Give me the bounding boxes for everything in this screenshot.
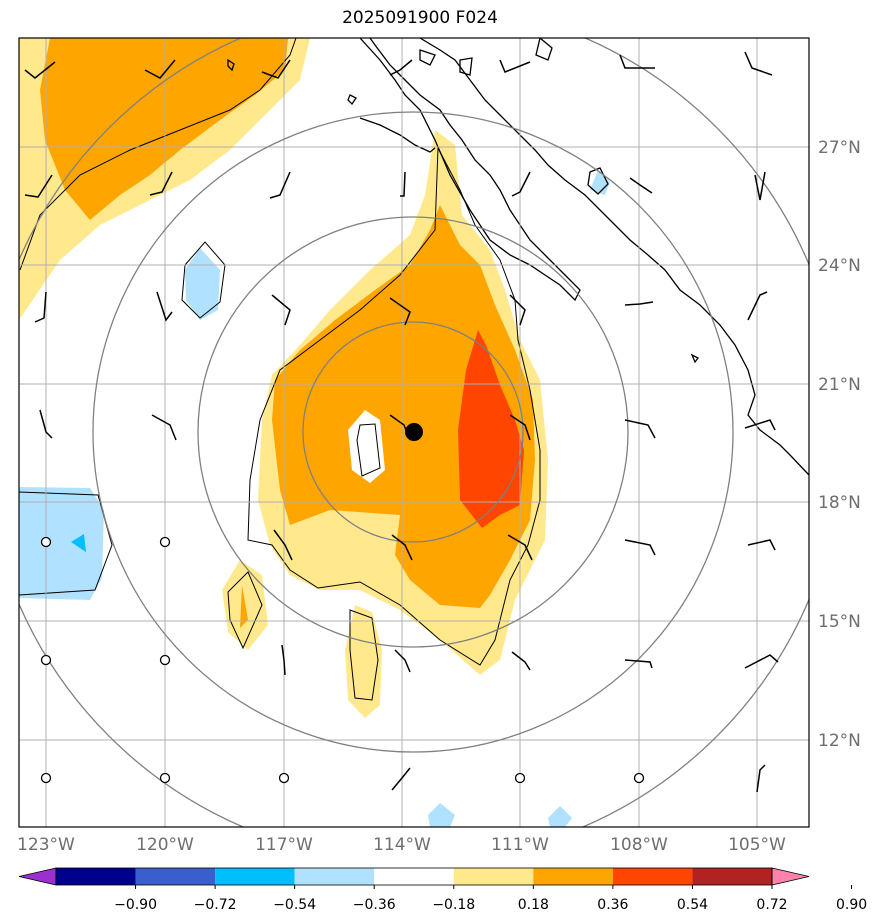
- colorbar-tick-label: 0.18: [518, 897, 549, 913]
- anomaly-fill-orange-south-1: [240, 585, 248, 628]
- colorbar-bin: [612, 868, 693, 885]
- colorbar-bin: [215, 868, 295, 885]
- colorbar-tick-label: −0.18: [432, 897, 475, 913]
- anomaly-fill-blue-s2: [548, 806, 572, 827]
- anomaly-fill-blue-s1: [428, 803, 455, 827]
- lon-label: 117°W: [255, 835, 313, 855]
- colorbar-bin: [56, 868, 136, 885]
- lon-label: 108°W: [610, 835, 668, 855]
- lon-label: 111°W: [491, 835, 549, 855]
- colorbar-tick-label: −0.36: [353, 897, 396, 913]
- coastline: [227, 38, 809, 476]
- colorbar-tick-label: 0.54: [677, 897, 708, 913]
- calm-wind-circles: [40, 536, 645, 784]
- lon-label: 123°W: [17, 835, 75, 855]
- lat-label: 15°N: [818, 612, 861, 632]
- colorbar-tick-label: 0.90: [836, 897, 867, 913]
- lon-label: 114°W: [373, 835, 431, 855]
- longitude-labels: 123°W 120°W 117°W 114°W 111°W 108°W 105°…: [17, 835, 786, 855]
- map-frame: [18, 37, 810, 828]
- anomaly-fill-blue-nw: [185, 248, 220, 320]
- wind-barbs: [24, 51, 779, 793]
- lon-label: 120°W: [136, 835, 194, 855]
- storm-center-marker: [405, 423, 423, 441]
- lat-label: 21°N: [818, 375, 861, 395]
- range-rings: [19, 38, 809, 827]
- map-title: 2025091900 F024: [342, 8, 498, 28]
- colorbar-tick-label: −0.90: [114, 897, 157, 913]
- anomaly-fill-blue-w: [19, 487, 104, 600]
- colorbar-bin: [533, 868, 613, 885]
- lon-label: 105°W: [728, 835, 786, 855]
- colorbar-bin: [692, 868, 772, 885]
- anomaly-fill-red-core: [458, 330, 524, 528]
- lat-label: 24°N: [818, 256, 861, 276]
- lat-label: 12°N: [818, 731, 861, 751]
- colorbar-extend-max: [771, 867, 810, 886]
- colorbar-bin: [135, 868, 216, 885]
- anomaly-fill-yellow-south-2: [345, 605, 382, 718]
- colorbar-bin: [374, 868, 454, 885]
- lat-label: 27°N: [818, 138, 861, 158]
- colorbar-extend-min: [18, 867, 57, 886]
- anomaly-fill-orange-nw: [40, 38, 288, 220]
- colorbar-tick-label: 0.36: [597, 897, 628, 913]
- colorbar-bin: [294, 868, 375, 885]
- colorbar-tick-label: −0.72: [194, 897, 237, 913]
- latitude-labels: 27°N 24°N 21°N 18°N 15°N 12°N: [818, 138, 861, 751]
- graticule: [19, 38, 809, 827]
- lat-label: 18°N: [818, 493, 861, 513]
- anomaly-fill-blue-w-core: [71, 534, 86, 552]
- colorbar-bin: [453, 868, 534, 885]
- colorbar-tick-label: 0.72: [756, 897, 787, 913]
- colorbar: −0.90 −0.72 −0.54 −0.36 −0.18 0.18 0.36 0.54 0.7…: [18, 867, 867, 913]
- colorbar-tick-label: −0.54: [273, 897, 316, 913]
- map-area: [19, 38, 809, 827]
- zero-contour-lines: [19, 38, 541, 701]
- colorbar-frame: [55, 867, 773, 886]
- anomaly-fill-blue-ne: [590, 170, 610, 195]
